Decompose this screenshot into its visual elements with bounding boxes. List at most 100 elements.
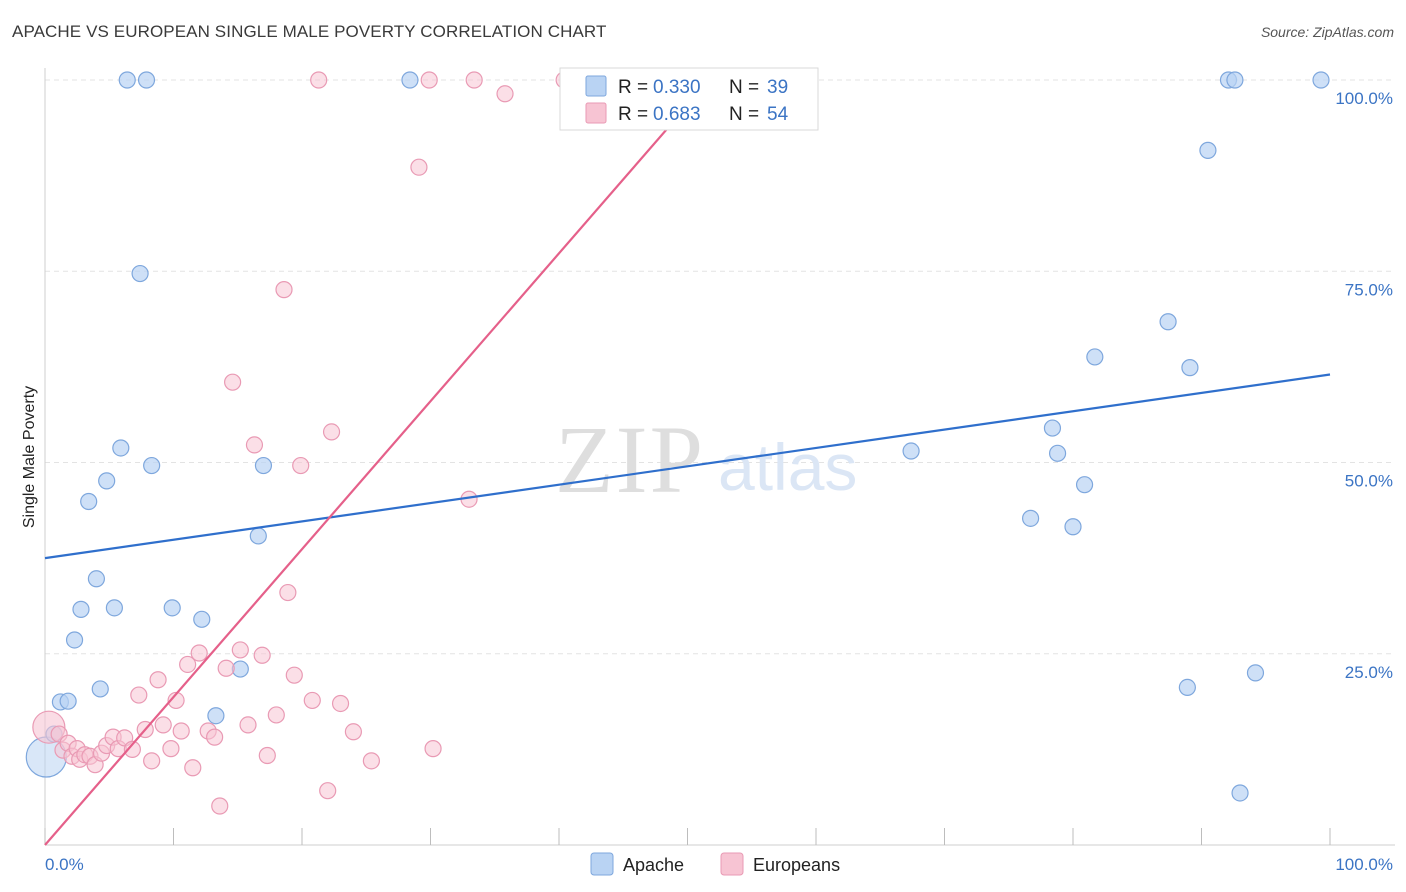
tick-labels: 25.0% 50.0% 75.0% 100.0% 0.0% 100.0% xyxy=(45,89,1393,874)
europeans-point xyxy=(143,752,161,770)
europeans-point xyxy=(167,691,185,710)
europeans-point xyxy=(231,641,249,659)
correlation-legend: R = 0.330 N = 39 R = 0.683 N = 54 xyxy=(559,67,819,131)
legend-apache-r-label: R = xyxy=(618,77,648,98)
bottom-legend-apache-swatch xyxy=(590,852,614,876)
y-tick-label-25: 25.0% xyxy=(1345,663,1393,682)
apache-point xyxy=(1064,518,1082,536)
apache-point xyxy=(80,492,98,511)
apache-point xyxy=(91,680,109,698)
apache-point xyxy=(1226,71,1244,89)
apache-point xyxy=(163,599,181,617)
europeans-point xyxy=(258,746,276,765)
europeans-points xyxy=(32,71,573,815)
apache-point xyxy=(112,439,130,457)
europeans-point xyxy=(172,722,190,740)
trend-lines xyxy=(44,97,1331,846)
europeans-point xyxy=(424,740,442,758)
europeans-point xyxy=(245,436,264,454)
legend-apache-n-value: 39 xyxy=(767,77,788,98)
apache-point xyxy=(118,71,136,89)
apache-point xyxy=(65,631,84,649)
bottom-legend-europeans-label: Europeans xyxy=(753,855,840,875)
watermark-zip: ZIP xyxy=(555,406,705,513)
europeans-point xyxy=(211,797,229,815)
europeans-point xyxy=(123,740,141,758)
europeans-point xyxy=(322,423,341,441)
europeans-point xyxy=(154,716,172,734)
apache-point xyxy=(1246,664,1265,682)
chart-title: APACHE VS EUROPEAN SINGLE MALE POVERTY C… xyxy=(12,22,607,41)
y-tick-label-75: 75.0% xyxy=(1345,280,1393,299)
europeans-point xyxy=(331,694,350,713)
europeans-point xyxy=(420,71,438,89)
bottom-legend-apache-label: Apache xyxy=(623,855,684,875)
europeans-point xyxy=(239,716,257,734)
apache-point xyxy=(59,692,77,710)
apache-point xyxy=(1086,348,1104,366)
apache-point xyxy=(193,610,211,628)
europeans-point xyxy=(267,706,285,724)
europeans-point xyxy=(362,752,380,770)
y-axis-title: Single Male Poverty xyxy=(21,386,38,528)
europeans-point xyxy=(184,759,202,777)
watermark-atlas: atlas xyxy=(718,430,857,504)
apache-point xyxy=(1075,476,1094,494)
europeans-point xyxy=(190,644,208,662)
x-tick-label-min: 0.0% xyxy=(45,855,84,874)
watermark: ZIP atlas xyxy=(555,406,857,513)
apache-point xyxy=(137,71,156,89)
legend-europeans-r-value: 0.683 xyxy=(653,104,701,125)
europeans-point xyxy=(275,281,293,299)
apache-point xyxy=(72,600,90,618)
apache-point xyxy=(207,707,225,725)
legend-apache-r-value: 0.330 xyxy=(653,77,701,98)
legend-europeans-r-label: R = xyxy=(618,104,648,125)
europeans-point xyxy=(162,740,180,758)
apache-point xyxy=(401,71,419,89)
europeans-point xyxy=(279,583,297,602)
europeans-point xyxy=(253,646,271,664)
apache-point xyxy=(131,264,149,283)
europeans-point xyxy=(292,456,310,475)
europeans-point xyxy=(319,782,337,800)
y-tick-label-100: 100.0% xyxy=(1335,89,1393,108)
europeans-point xyxy=(496,85,514,103)
legend-apache-swatch xyxy=(585,75,607,97)
legend-europeans-n-label: N = xyxy=(729,104,759,125)
europeans-point xyxy=(410,158,428,176)
apache-point xyxy=(1231,784,1249,802)
apache-point xyxy=(143,456,161,475)
apache-point xyxy=(105,599,123,617)
apache-point xyxy=(249,527,267,545)
legend-europeans-swatch xyxy=(585,102,607,124)
x-tick-label-max: 100.0% xyxy=(1335,855,1393,874)
apache-point xyxy=(1312,71,1330,89)
apache-point xyxy=(1178,678,1196,697)
apache-point xyxy=(1199,141,1217,159)
y-tick-label-50: 50.0% xyxy=(1345,472,1393,491)
apache-trend-line xyxy=(44,373,1331,560)
apache-point xyxy=(1159,313,1177,331)
bottom-legend-europeans-swatch xyxy=(720,852,744,876)
europeans-point xyxy=(285,666,303,684)
apache-point xyxy=(1048,444,1067,462)
europeans-point xyxy=(130,686,148,704)
source-label: Source: ZipAtlas.com xyxy=(1260,24,1394,40)
apache-point xyxy=(254,456,273,475)
series-legend: Apache Europeans xyxy=(590,852,840,876)
legend-apache-n-label: N = xyxy=(729,77,759,98)
europeans-point xyxy=(303,691,321,710)
legend-europeans-n-value: 54 xyxy=(767,104,789,125)
apache-point xyxy=(98,472,116,490)
europeans-trend-line xyxy=(44,97,695,846)
apache-point xyxy=(1181,359,1199,377)
europeans-point xyxy=(224,373,242,391)
europeans-point xyxy=(344,723,362,741)
apache-point xyxy=(1043,419,1062,437)
apache-point xyxy=(902,442,920,460)
apache-point xyxy=(87,570,106,588)
europeans-point xyxy=(465,71,483,89)
europeans-point xyxy=(206,728,224,746)
